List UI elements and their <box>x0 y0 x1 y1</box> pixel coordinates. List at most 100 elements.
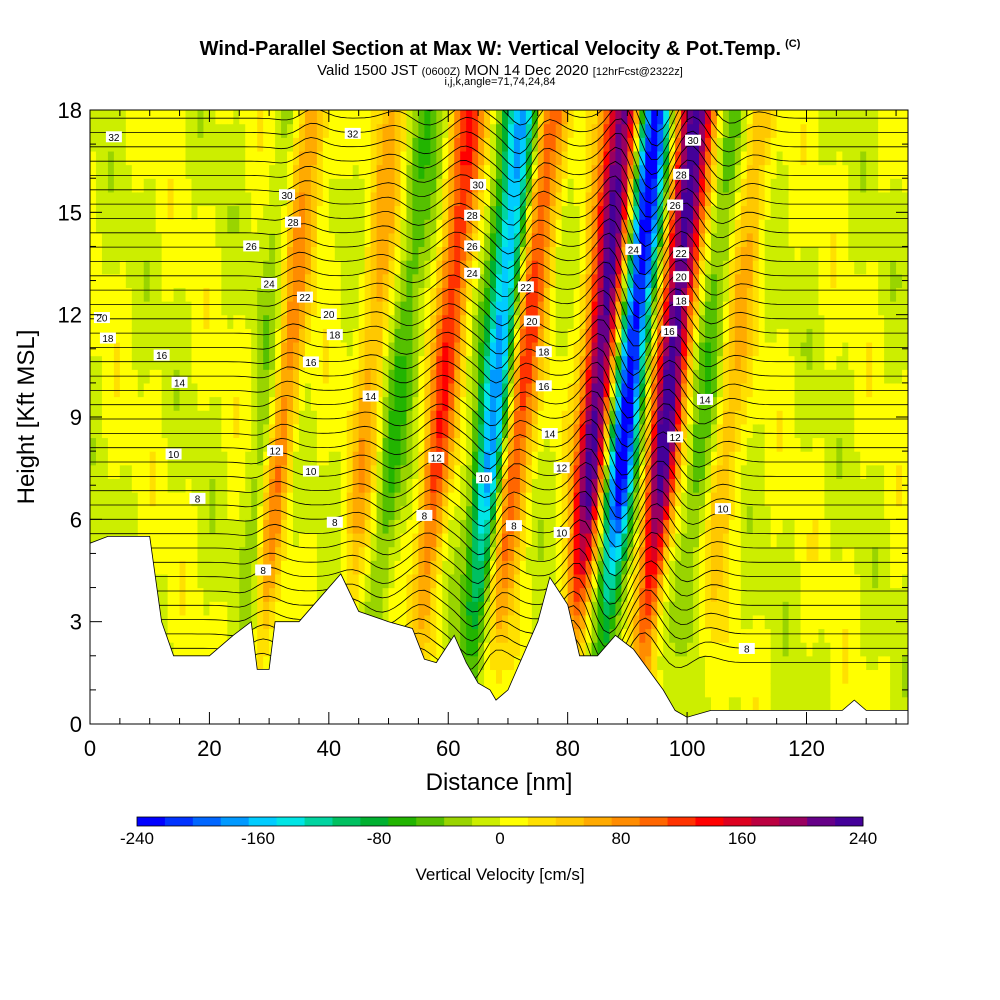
velocity-cell <box>579 287 587 302</box>
velocity-cell <box>310 492 318 507</box>
velocity-cell <box>555 314 563 329</box>
velocity-cell <box>507 150 515 166</box>
velocity-cell <box>609 191 617 207</box>
velocity-cell <box>693 532 700 548</box>
velocity-cell <box>137 110 145 125</box>
velocity-cell <box>710 191 718 207</box>
velocity-cell <box>460 369 467 384</box>
velocity-cell <box>734 314 742 329</box>
velocity-cell <box>161 396 169 411</box>
velocity-cell <box>316 164 324 179</box>
velocity-cell <box>561 587 569 602</box>
velocity-cell <box>699 410 706 425</box>
velocity-cell <box>633 437 640 452</box>
velocity-cell <box>191 219 199 234</box>
velocity-cell <box>251 314 258 329</box>
velocity-cell <box>490 683 497 698</box>
velocity-cell <box>681 696 688 711</box>
velocity-cell <box>454 232 461 248</box>
velocity-cell <box>316 423 324 439</box>
velocity-cell <box>287 205 294 220</box>
velocity-cell <box>257 505 264 520</box>
velocity-cell <box>663 451 670 466</box>
velocity-cell <box>173 478 181 493</box>
velocity-cell <box>131 396 139 411</box>
velocity-cell <box>585 137 593 152</box>
velocity-cell <box>394 287 402 302</box>
velocity-cell <box>621 301 628 316</box>
velocity-cell <box>478 232 485 248</box>
velocity-cell <box>627 505 634 520</box>
velocity-cell <box>513 478 521 493</box>
velocity-cell <box>645 287 652 302</box>
velocity-cell <box>376 519 384 534</box>
velocity-cell <box>728 178 736 193</box>
velocity-cell <box>382 519 390 534</box>
velocity-cell <box>424 314 431 329</box>
velocity-cell <box>478 396 485 411</box>
velocity-cell <box>645 219 652 234</box>
velocity-cell <box>716 137 724 152</box>
velocity-cell <box>561 178 569 193</box>
velocity-cell <box>233 191 240 207</box>
velocity-cell <box>633 341 640 357</box>
velocity-cell <box>436 492 443 507</box>
velocity-cell <box>400 123 408 138</box>
velocity-cell <box>197 246 205 261</box>
velocity-cell <box>657 410 664 425</box>
velocity-cell <box>107 246 115 261</box>
velocity-cell <box>704 205 712 220</box>
velocity-cell <box>490 410 497 425</box>
velocity-cell <box>197 260 205 275</box>
velocity-cell <box>251 219 258 234</box>
velocity-cell <box>531 382 539 398</box>
velocity-cell <box>716 628 724 643</box>
velocity-cell <box>704 232 712 248</box>
velocity-cell <box>687 341 694 357</box>
velocity-cell <box>161 164 169 179</box>
velocity-cell <box>101 505 109 520</box>
velocity-cell <box>298 246 306 261</box>
velocity-cell <box>400 492 408 507</box>
velocity-cell <box>418 150 425 166</box>
velocity-cell <box>651 601 658 616</box>
velocity-cell <box>603 451 611 466</box>
velocity-cell <box>185 314 193 329</box>
velocity-cell <box>197 573 205 589</box>
velocity-cell <box>418 260 425 275</box>
velocity-cell <box>263 191 270 207</box>
velocity-cell <box>376 382 384 398</box>
velocity-cell <box>137 205 145 220</box>
velocity-cell <box>245 110 252 125</box>
velocity-cell <box>424 260 431 275</box>
velocity-cell <box>734 273 742 288</box>
velocity-cell <box>293 410 300 425</box>
velocity-cell <box>639 492 646 507</box>
velocity-cell <box>555 232 563 248</box>
velocity-cell <box>382 123 390 138</box>
velocity-cell <box>472 123 479 138</box>
velocity-cell <box>179 410 187 425</box>
velocity-cell <box>113 423 121 439</box>
velocity-cell <box>585 573 593 589</box>
velocity-cell <box>460 451 467 466</box>
velocity-cell <box>675 287 682 302</box>
velocity-cell <box>704 246 712 261</box>
velocity-cell <box>561 150 569 166</box>
velocity-cell <box>191 178 199 193</box>
velocity-cell <box>376 191 384 207</box>
velocity-cell <box>496 683 503 698</box>
velocity-cell <box>400 260 408 275</box>
velocity-cell <box>107 492 115 507</box>
velocity-cell <box>287 314 294 329</box>
velocity-cell <box>525 628 533 643</box>
velocity-cell <box>627 150 634 166</box>
velocity-cell <box>651 642 658 657</box>
velocity-cell <box>740 423 748 439</box>
velocity-cell <box>633 560 640 575</box>
velocity-cell <box>406 164 414 179</box>
velocity-cell <box>245 178 252 193</box>
velocity-cell <box>328 369 336 384</box>
velocity-cell <box>424 178 431 193</box>
velocity-cell <box>424 546 431 561</box>
